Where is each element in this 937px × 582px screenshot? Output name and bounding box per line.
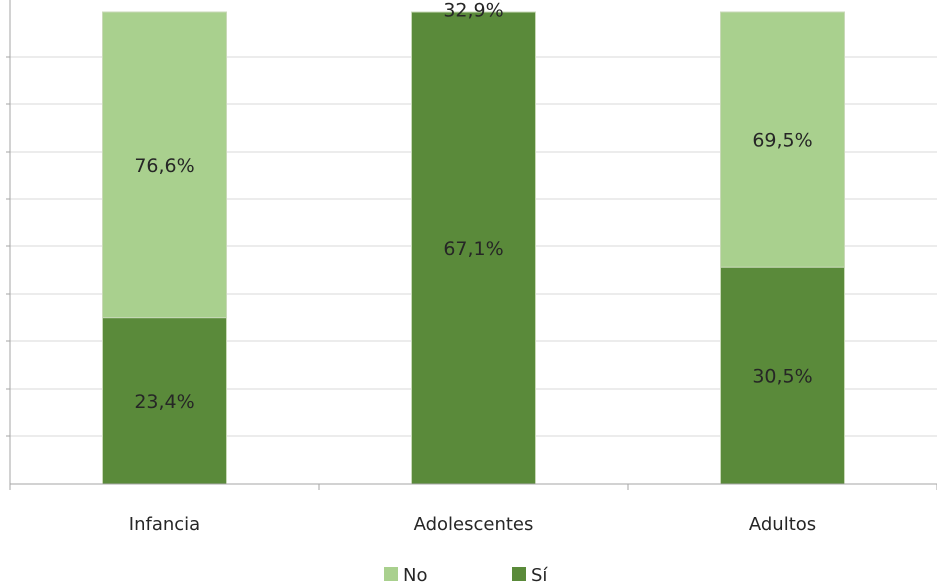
legend-label-no: No (403, 565, 427, 582)
data-label-adultos-si: 30,5% (752, 366, 812, 388)
bar-infancia-no (102, 11, 227, 319)
category-label-adolescentes: Adolescentes (414, 514, 534, 535)
legend: No Sí (384, 565, 548, 582)
legend-swatch-si (512, 567, 526, 581)
bar-infancia-si (102, 317, 227, 485)
legend-label-si: Sí (531, 565, 548, 582)
data-labels: 23,4% 76,6% 67,1% 32,9% 30,5% 69,5% (134, 0, 812, 413)
category-label-infancia: Infancia (129, 514, 200, 535)
data-label-adolescentes-si: 67,1% (443, 238, 503, 260)
category-label-adultos: Adultos (749, 514, 816, 535)
axes (6, 0, 937, 490)
data-label-adultos-no: 69,5% (752, 130, 812, 152)
data-label-adolescentes-no: 32,9% (443, 0, 503, 21)
legend-swatch-no (384, 567, 398, 581)
bar-adultos-no (720, 11, 845, 268)
bars (102, 11, 845, 485)
data-label-infancia-si: 23,4% (134, 391, 194, 413)
data-label-infancia-no: 76,6% (134, 155, 194, 177)
category-labels: Infancia Adolescentes Adultos (129, 514, 816, 535)
